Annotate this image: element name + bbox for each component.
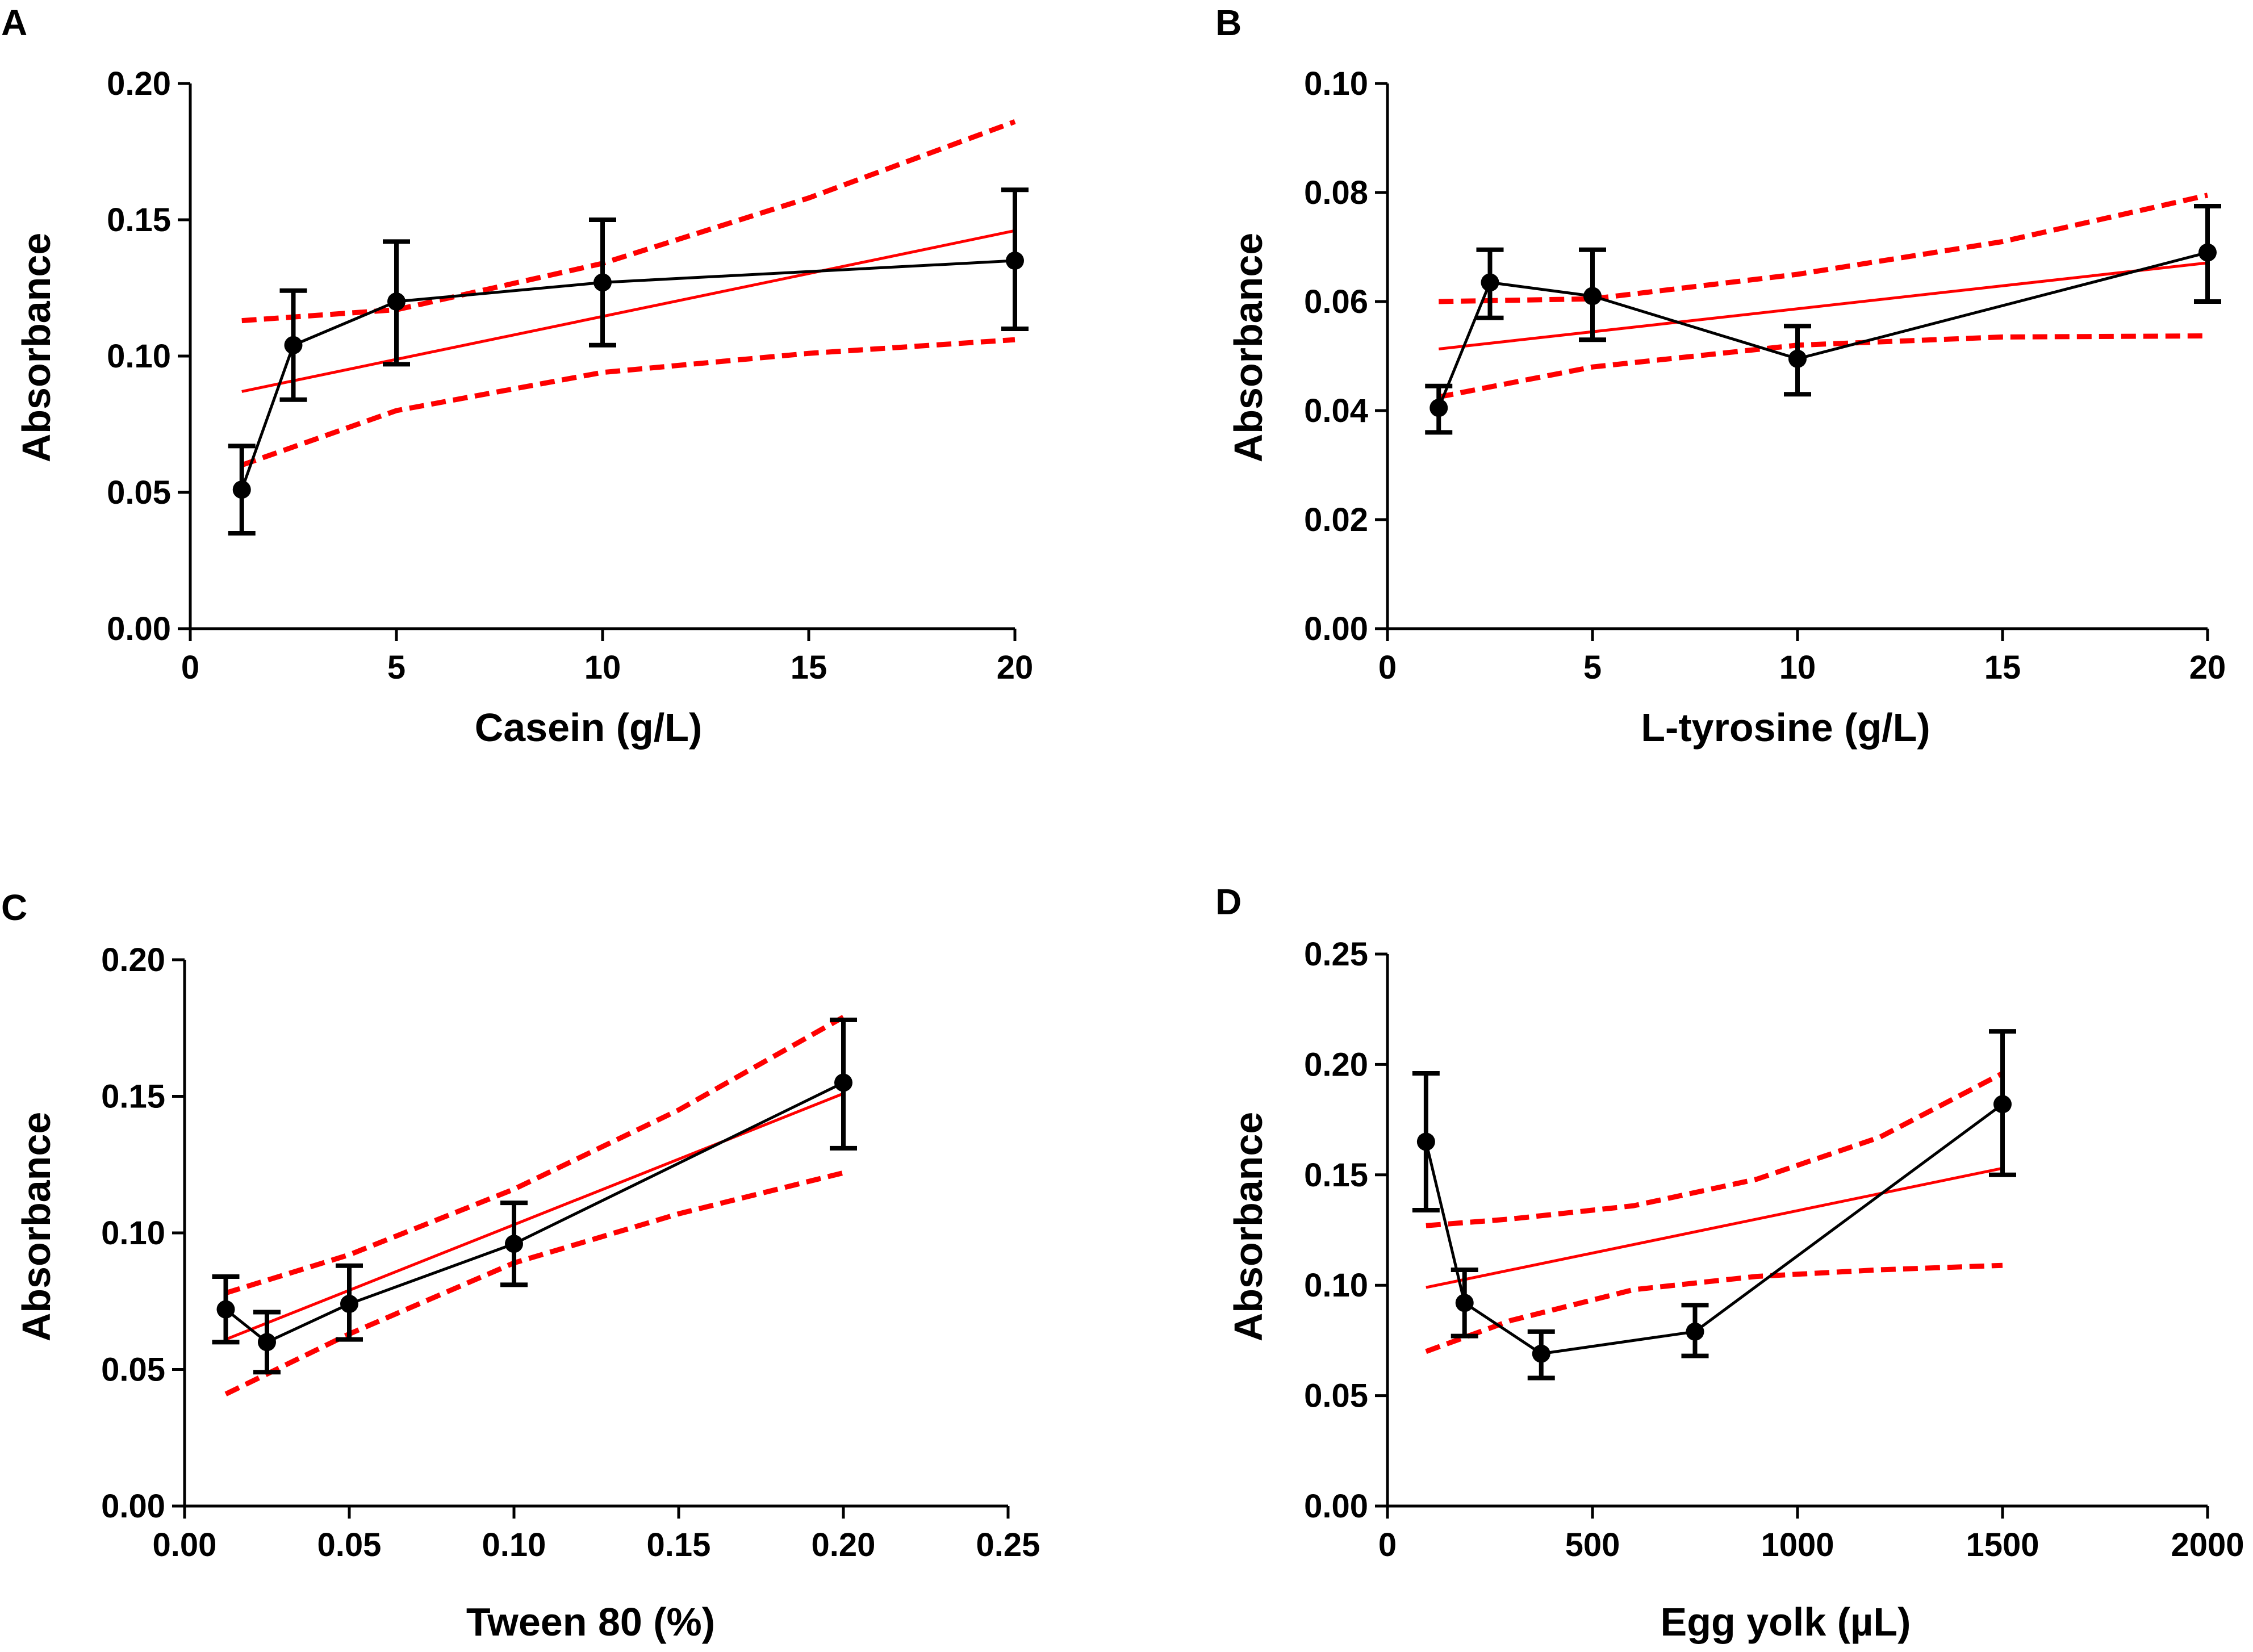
x-tick-label: 0.20 — [812, 1526, 876, 1563]
y-tick-label: 0.04 — [1304, 392, 1368, 429]
x-tick-label: 5 — [387, 649, 406, 686]
panel-a-ylabel: Absorbance — [14, 233, 58, 463]
data-point — [1532, 1344, 1550, 1363]
data-point — [1583, 287, 1602, 306]
confidence-band-lower — [241, 337, 1015, 468]
data-point — [1429, 399, 1448, 417]
y-tick-label: 0.25 — [1304, 936, 1368, 973]
panel-letter-c: C — [1, 887, 27, 928]
y-tick-label: 0.00 — [1304, 1488, 1368, 1525]
y-tick-label: 0.00 — [107, 610, 171, 647]
x-tick-label: 0.15 — [647, 1526, 711, 1563]
confidence-band-lower — [1425, 1262, 2003, 1354]
panel-b-ylabel: Absorbance — [1226, 233, 1270, 463]
y-tick-label: 0.15 — [1304, 1157, 1368, 1194]
x-tick-label: 0.05 — [317, 1526, 382, 1563]
confidence-band-lower — [1438, 333, 2208, 400]
data-point — [834, 1073, 852, 1092]
x-tick-label: 1500 — [1966, 1526, 2039, 1563]
x-tick-label: 15 — [791, 649, 827, 686]
y-tick-label: 0.10 — [107, 338, 171, 375]
panel-a: A Absorbance Casein (g/L) 0 5 10 15 20 0.00 0.… — [1, 2, 1033, 750]
y-tick-label: 0.20 — [107, 65, 171, 102]
data-point — [1481, 273, 1499, 292]
panel-b: B Absorbance L-tyrosine (g/L) 0 5 10 15 20 0.… — [1215, 2, 2226, 750]
data-point — [1993, 1095, 2012, 1114]
x-tick-label: 10 — [1779, 649, 1816, 686]
y-tick-label: 0.00 — [1304, 610, 1368, 647]
x-tick-label: 1000 — [1761, 1526, 1834, 1563]
x-tick-label: 0 — [181, 649, 199, 686]
y-tick-label: 0.10 — [1304, 1267, 1368, 1304]
x-tick-label: 0 — [1378, 649, 1397, 686]
x-tick-label: 15 — [1984, 649, 2021, 686]
y-tick-label: 0.05 — [101, 1352, 165, 1388]
data-point — [505, 1235, 523, 1253]
data-point — [284, 336, 303, 354]
confidence-band-upper — [241, 119, 1016, 324]
panel-letter-d: D — [1215, 881, 1242, 922]
panel-letter-b: B — [1215, 2, 1242, 43]
y-tick-label: 0.05 — [1304, 1378, 1368, 1415]
linear-fit-line — [1438, 261, 2208, 351]
panel-d-ylabel: Absorbance — [1226, 1112, 1270, 1342]
panel-letter-a: A — [1, 2, 27, 43]
x-tick-label: 0.00 — [153, 1526, 217, 1563]
data-point — [1788, 349, 1807, 368]
series-line — [240, 259, 1015, 491]
x-tick-label: 10 — [584, 649, 621, 686]
y-tick-label: 0.02 — [1304, 501, 1368, 538]
x-tick-label: 5 — [1583, 649, 1602, 686]
y-tick-label: 0.20 — [1304, 1046, 1368, 1083]
y-tick-label: 0.06 — [1304, 283, 1368, 320]
y-tick-label: 0.08 — [1304, 174, 1368, 211]
x-tick-label: 2000 — [2171, 1526, 2244, 1563]
data-point — [387, 292, 406, 311]
y-tick-label: 0.15 — [101, 1078, 165, 1115]
y-tick-label: 0.10 — [101, 1215, 165, 1252]
panel-c-xlabel: Tween 80 (%) — [466, 1600, 715, 1644]
x-tick-label: 500 — [1565, 1526, 1620, 1563]
panel-d-xlabel: Egg yolk (µL) — [1661, 1600, 1911, 1644]
data-point — [1686, 1322, 1704, 1341]
data-point — [216, 1300, 235, 1319]
linear-fit-line — [1426, 1166, 2003, 1289]
panel-b-plot: 0 5 10 15 20 0.00 0.02 0.04 0.06 0.08 0.10 — [1304, 65, 2226, 686]
panel-a-xlabel: Casein (g/L) — [475, 705, 703, 750]
data-point — [593, 273, 612, 292]
confidence-band-upper — [1439, 193, 2208, 304]
confidence-band-upper — [225, 1015, 845, 1296]
panel-d: D Absorbance Egg yolk (µL) 0 500 1000 1500 2… — [1215, 881, 2244, 1644]
y-tick-label: 0.20 — [101, 942, 165, 978]
x-tick-label: 0 — [1378, 1526, 1397, 1563]
data-point — [1416, 1132, 1435, 1151]
x-tick-label: 20 — [997, 649, 1034, 686]
y-tick-label: 0.00 — [101, 1488, 165, 1525]
confidence-band-lower — [224, 1170, 845, 1396]
y-tick-label: 0.05 — [107, 474, 171, 511]
panel-c-plot: 0.00 0.05 0.10 0.15 0.20 0.25 0.00 0.05 0.10 0.15… — [101, 942, 1040, 1563]
data-point — [1006, 252, 1024, 270]
linear-fit-line — [225, 1092, 844, 1341]
panel-d-plot: 0 500 1000 1500 2000 0.00 0.05 0.10 0.15 0.20 0.25 — [1304, 936, 2244, 1563]
panel-c: C Absorbance Tween 80 (%) 0.00 0.05 0.10 0.… — [1, 887, 1040, 1644]
data-point — [1455, 1294, 1474, 1312]
x-tick-label: 20 — [2189, 649, 2226, 686]
x-tick-label: 0.25 — [976, 1526, 1040, 1563]
x-tick-label: 0.10 — [482, 1526, 546, 1563]
panel-a-plot: 0 5 10 15 20 0.00 0.05 0.10 0.15 0.20 — [107, 65, 1033, 686]
y-tick-label: 0.15 — [107, 202, 171, 239]
linear-fit-line — [241, 229, 1015, 393]
panel-b-xlabel: L-tyrosine (g/L) — [1641, 705, 1930, 750]
data-point — [258, 1333, 276, 1352]
confidence-band-upper — [1426, 1070, 2004, 1228]
data-point — [232, 480, 251, 499]
y-tick-label: 0.10 — [1304, 65, 1368, 102]
data-point — [340, 1295, 358, 1314]
data-point — [2198, 243, 2217, 262]
panel-c-ylabel: Absorbance — [14, 1112, 58, 1342]
